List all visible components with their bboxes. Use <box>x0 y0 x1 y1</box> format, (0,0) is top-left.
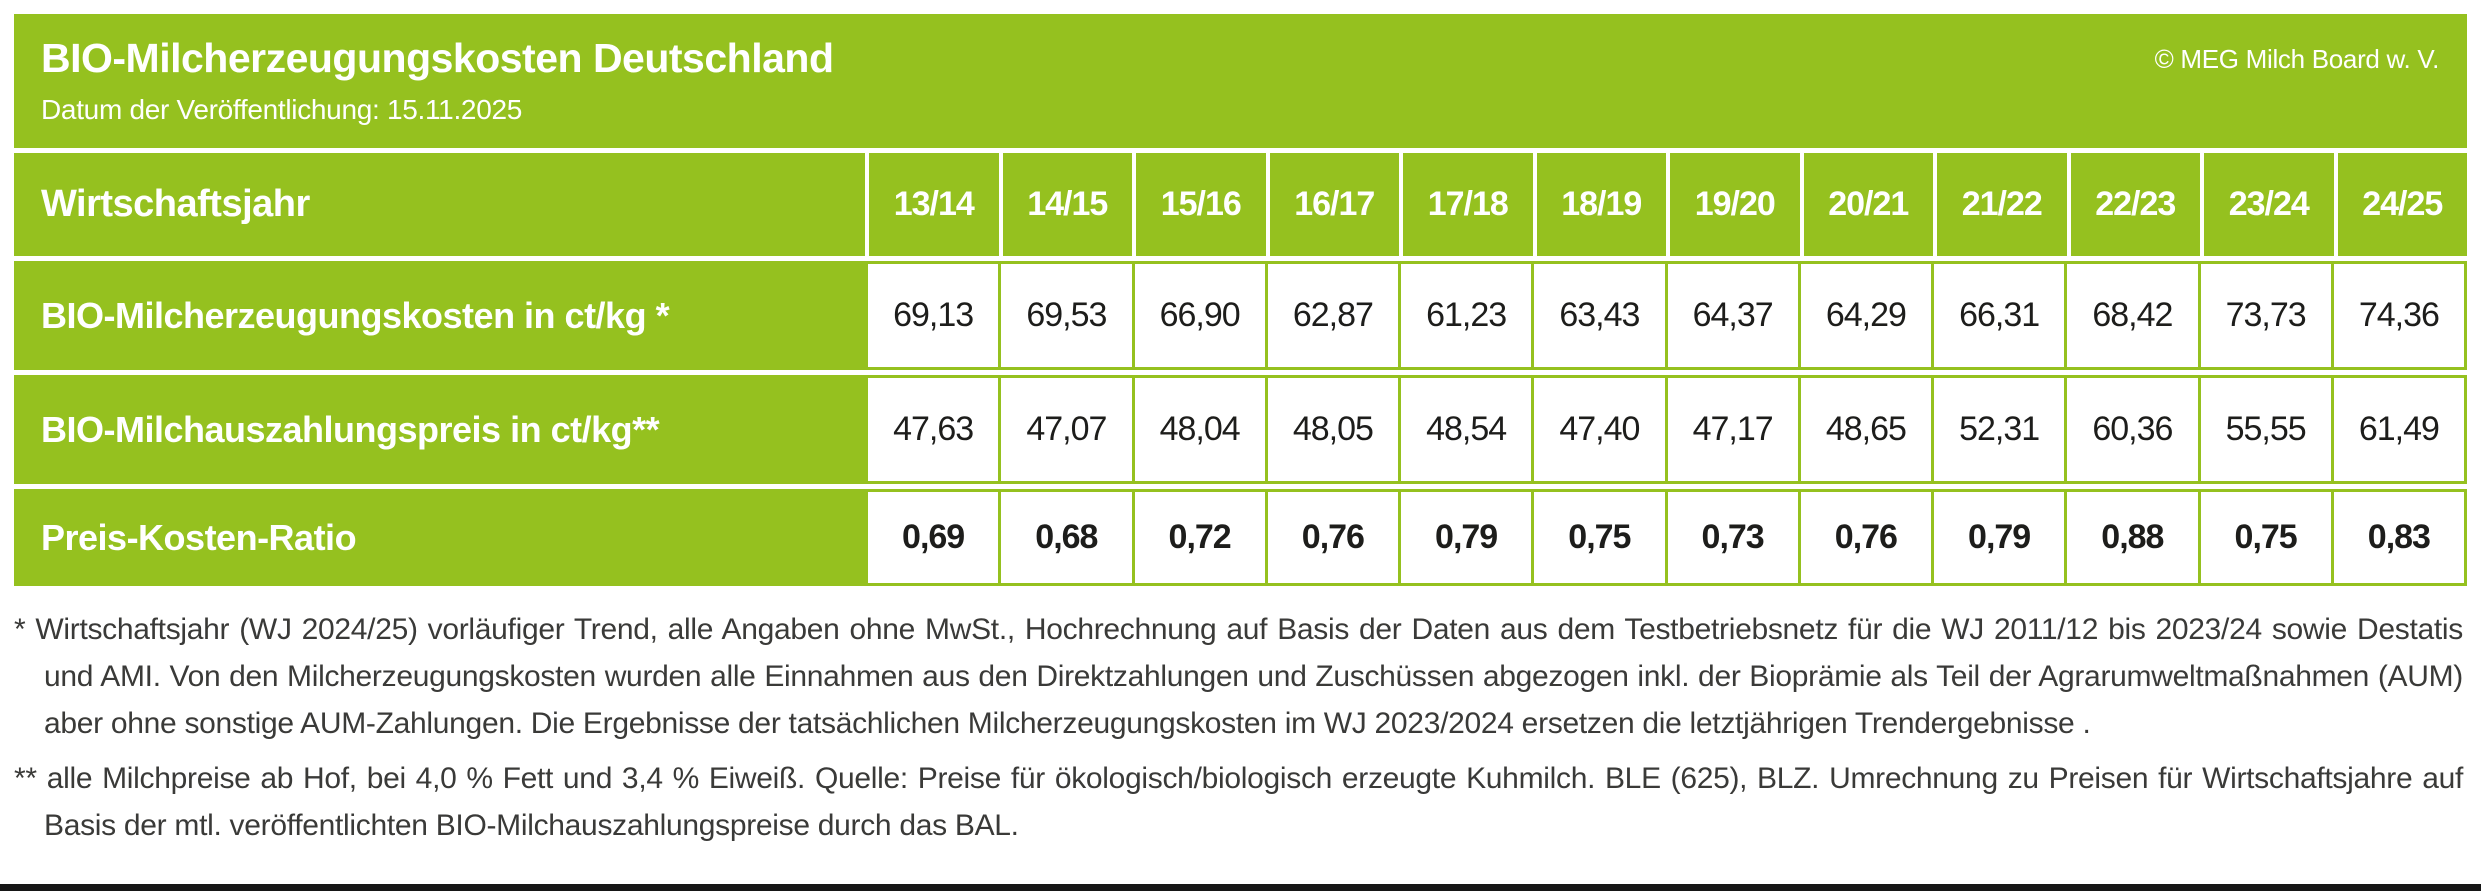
table-row-preis-kosten-ratio: Preis-Kosten-Ratio 0,69 0,68 0,72 0,76 0… <box>14 489 2467 586</box>
value-cell: 63,43 <box>1531 261 1665 370</box>
value-cell: 47,17 <box>1664 375 1798 484</box>
table-row-erzeugungskosten: BIO-Milcherzeugungskosten in ct/kg * 69,… <box>14 261 2467 370</box>
value-cell: 0,72 <box>1131 489 1265 586</box>
value-cell: 0,68 <box>998 489 1132 586</box>
value-cell: 61,23 <box>1398 261 1532 370</box>
value-cell: 0,83 <box>2330 489 2467 586</box>
year-header-cell: 21/22 <box>1933 153 2067 256</box>
value-cell: 60,36 <box>2064 375 2198 484</box>
footnote-2-text: alle Milchpreise ab Hof, bei 4,0 % Fett … <box>44 762 2463 842</box>
title-bar: BIO-Milcherzeugungskosten Deutschland Da… <box>14 14 2467 148</box>
value-cell: 0,79 <box>1931 489 2065 586</box>
value-cell: 0,79 <box>1398 489 1532 586</box>
year-header-cell: 18/19 <box>1532 153 1667 256</box>
value-cell: 47,63 <box>865 375 999 484</box>
year-header-cell: 15/16 <box>1132 153 1266 256</box>
page-title: BIO-Milcherzeugungskosten Deutschland <box>41 35 834 81</box>
value-cell: 0,69 <box>865 489 999 586</box>
value-cell: 48,05 <box>1264 375 1398 484</box>
year-header-cell: 17/18 <box>1399 153 1533 256</box>
value-cell: 73,73 <box>2197 261 2331 370</box>
value-cell: 0,88 <box>2064 489 2198 586</box>
value-cell: 0,73 <box>1664 489 1798 586</box>
value-cell: 48,65 <box>1797 375 1931 484</box>
value-cell: 52,31 <box>1931 375 2065 484</box>
table-header-row: Wirtschaftsjahr 13/14 14/15 15/16 16/17 … <box>14 153 2467 256</box>
year-header-cell: 23/24 <box>2200 153 2334 256</box>
copyright-notice: © MEG Milch Board w. V. <box>2154 44 2440 74</box>
year-header-cell: 19/20 <box>1666 153 1800 256</box>
year-header-cell: 20/21 <box>1799 153 1934 256</box>
value-cell: 66,31 <box>1931 261 2065 370</box>
footnote-1-marker: * <box>14 613 26 646</box>
value-cell: 74,36 <box>2330 261 2467 370</box>
value-cell: 66,90 <box>1131 261 1265 370</box>
year-header-cell: 24/25 <box>2333 153 2468 256</box>
value-cell: 64,37 <box>1664 261 1798 370</box>
publication-date: Datum der Veröffentlichung: 15.11.2025 <box>41 94 523 125</box>
corner-header-wirtschaftsjahr: Wirtschaftsjahr <box>14 153 865 256</box>
value-cell: 64,29 <box>1797 261 1931 370</box>
row-label: Preis-Kosten-Ratio <box>14 489 865 586</box>
value-cell: 47,40 <box>1531 375 1665 484</box>
row-label: BIO-Milchauszahlungspreis in ct/kg** <box>14 375 865 484</box>
value-cell: 0,76 <box>1797 489 1931 586</box>
value-cell: 48,54 <box>1398 375 1532 484</box>
footnotes: * Wirtschaftsjahr (WJ 2024/25) vorläufige… <box>14 606 2463 849</box>
footnote-1: * Wirtschaftsjahr (WJ 2024/25) vorläufige… <box>14 606 2463 747</box>
year-header-cell: 14/15 <box>998 153 1133 256</box>
year-header-cell: 13/14 <box>865 153 999 256</box>
year-header-cell: 16/17 <box>1265 153 1400 256</box>
fact-sheet: BIO-Milcherzeugungskosten Deutschland Da… <box>14 14 2467 857</box>
footnote-2: ** alle Milchpreise ab Hof, bei 4,0 % Fet… <box>14 755 2463 849</box>
value-cell: 48,04 <box>1131 375 1265 484</box>
value-cell: 47,07 <box>998 375 1132 484</box>
value-cell: 62,87 <box>1264 261 1398 370</box>
value-cell: 0,75 <box>2197 489 2331 586</box>
value-cell: 0,75 <box>1531 489 1665 586</box>
year-header-cell: 22/23 <box>2066 153 2201 256</box>
row-label: BIO-Milcherzeugungskosten in ct/kg * <box>14 261 865 370</box>
value-cell: 69,13 <box>865 261 999 370</box>
window-bottom-edge <box>0 884 2481 891</box>
value-cell: 55,55 <box>2197 375 2331 484</box>
value-cell: 69,53 <box>998 261 1132 370</box>
footnote-2-marker: ** <box>14 762 37 795</box>
value-cell: 61,49 <box>2330 375 2467 484</box>
table-row-auszahlungspreis: BIO-Milchauszahlungspreis in ct/kg** 47,… <box>14 375 2467 484</box>
footnote-1-text: Wirtschaftsjahr (WJ 2024/25) vorläufiger… <box>35 613 2463 740</box>
value-cell: 0,76 <box>1264 489 1398 586</box>
value-cell: 68,42 <box>2064 261 2198 370</box>
